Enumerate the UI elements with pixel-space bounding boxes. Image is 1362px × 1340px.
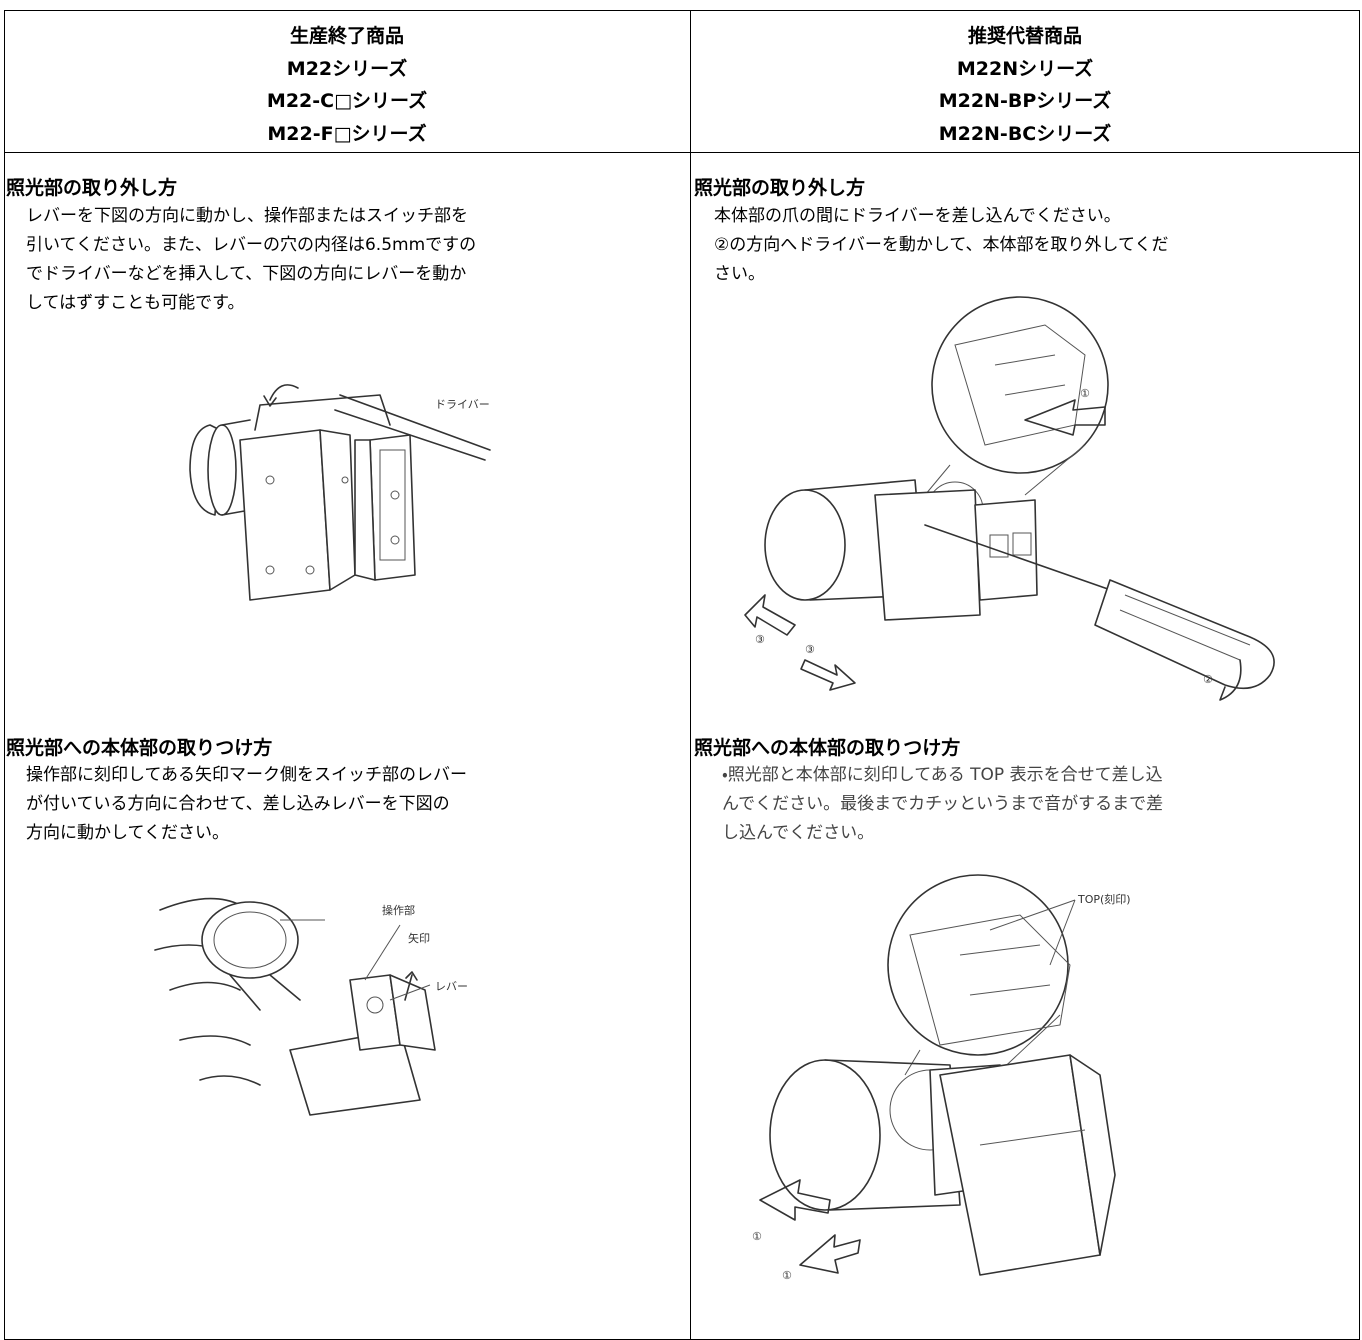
section-title: 照光部への本体部の取りつけ方	[6, 737, 273, 759]
header-left: 生産終了商品 M22シリーズ M22-C□シリーズ M22-F□シリーズ	[4, 20, 690, 150]
header-line: M22シリーズ	[286, 57, 408, 80]
illustration: 操作部 矢印 レバー	[154, 897, 468, 1116]
illustration: ドライバー	[189, 384, 491, 601]
figure-label: ③	[755, 633, 765, 646]
illustration: ① ② ③ ③	[744, 296, 1275, 701]
line: でドライバーなどを挿入して、下図の方向にレバーを動か	[26, 264, 467, 284]
header-line: M22N-BPシリーズ	[938, 90, 1112, 112]
illustration: TOP(刻印) ① ①	[752, 874, 1131, 1282]
figure-label: ①	[1080, 387, 1090, 400]
line: さい。	[714, 264, 765, 284]
paragraph: レバーを下図の方向に動かし、操作部またはスイッチ部を 引いてください。また、レバ…	[26, 202, 476, 318]
line: 本体部の爪の間にドライバーを差し込んでください。	[714, 206, 1121, 226]
figure-label: 操作部	[382, 903, 415, 917]
figure-label: レバー	[435, 980, 468, 993]
figure-label: TOP(刻印)	[1077, 892, 1131, 906]
header-right: 推奨代替商品 M22Nシリーズ M22N-BPシリーズ M22N-BCシリーズ	[690, 20, 1360, 150]
header-line: M22-F□シリーズ	[267, 122, 427, 145]
column-divider	[690, 10, 691, 1340]
line: 引いてください。また、レバーの穴の内径は6.5mmですの	[26, 235, 477, 255]
section-title: 照光部への本体部の取りつけ方	[694, 737, 961, 759]
paragraph: 本体部の爪の間にドライバーを差し込んでください。 ②の方向へドライバーを動かして…	[714, 202, 1169, 289]
header-line: M22Nシリーズ	[956, 57, 1094, 80]
header-line: M22N-BCシリーズ	[938, 122, 1112, 145]
paragraph: ・照光部と本体部に刻印してある TOP 表示を合せて差し込 んでください。最後ま…	[722, 761, 1163, 848]
line: レバーを下図の方向に動かし、操作部またはスイッチ部を	[26, 206, 468, 226]
section-title: 照光部の取り外し方	[6, 177, 178, 199]
header-line: 推奨代替商品	[967, 25, 1082, 47]
paragraph: 操作部に刻印してある矢印マーク側をスイッチ部のレバー が付いている方向に合わせて…	[26, 761, 467, 848]
line: 操作部に刻印してある矢印マーク側をスイッチ部のレバー	[26, 765, 467, 785]
header-line: M22-C□シリーズ	[266, 90, 428, 112]
figure-label: ③	[805, 643, 815, 656]
line: 方向に動かしてください。	[26, 823, 229, 843]
line: ・照光部と本体部に刻印してある TOP 表示を合せて差し込	[722, 765, 1163, 785]
line: が付いている方向に合わせて、差し込みレバーを下図の	[26, 794, 450, 814]
figure-label: ①	[782, 1269, 792, 1282]
header-line: 生産終了商品	[289, 25, 404, 47]
figure-label: ドライバー	[435, 398, 490, 411]
figure-label: 矢印	[408, 931, 430, 945]
line: ②の方向へドライバーを動かして、本体部を取り外してくだ	[714, 235, 1169, 255]
row-divider	[4, 152, 1360, 153]
line: してはずすことも可能です。	[26, 293, 245, 313]
figure-label: ②	[1203, 673, 1213, 686]
figure-label: ①	[752, 1230, 762, 1243]
section-title: 照光部の取り外し方	[694, 177, 866, 199]
line: し込んでください。	[722, 823, 875, 843]
line: んでください。最後までカチッというまで音がするまで差	[722, 794, 1164, 814]
